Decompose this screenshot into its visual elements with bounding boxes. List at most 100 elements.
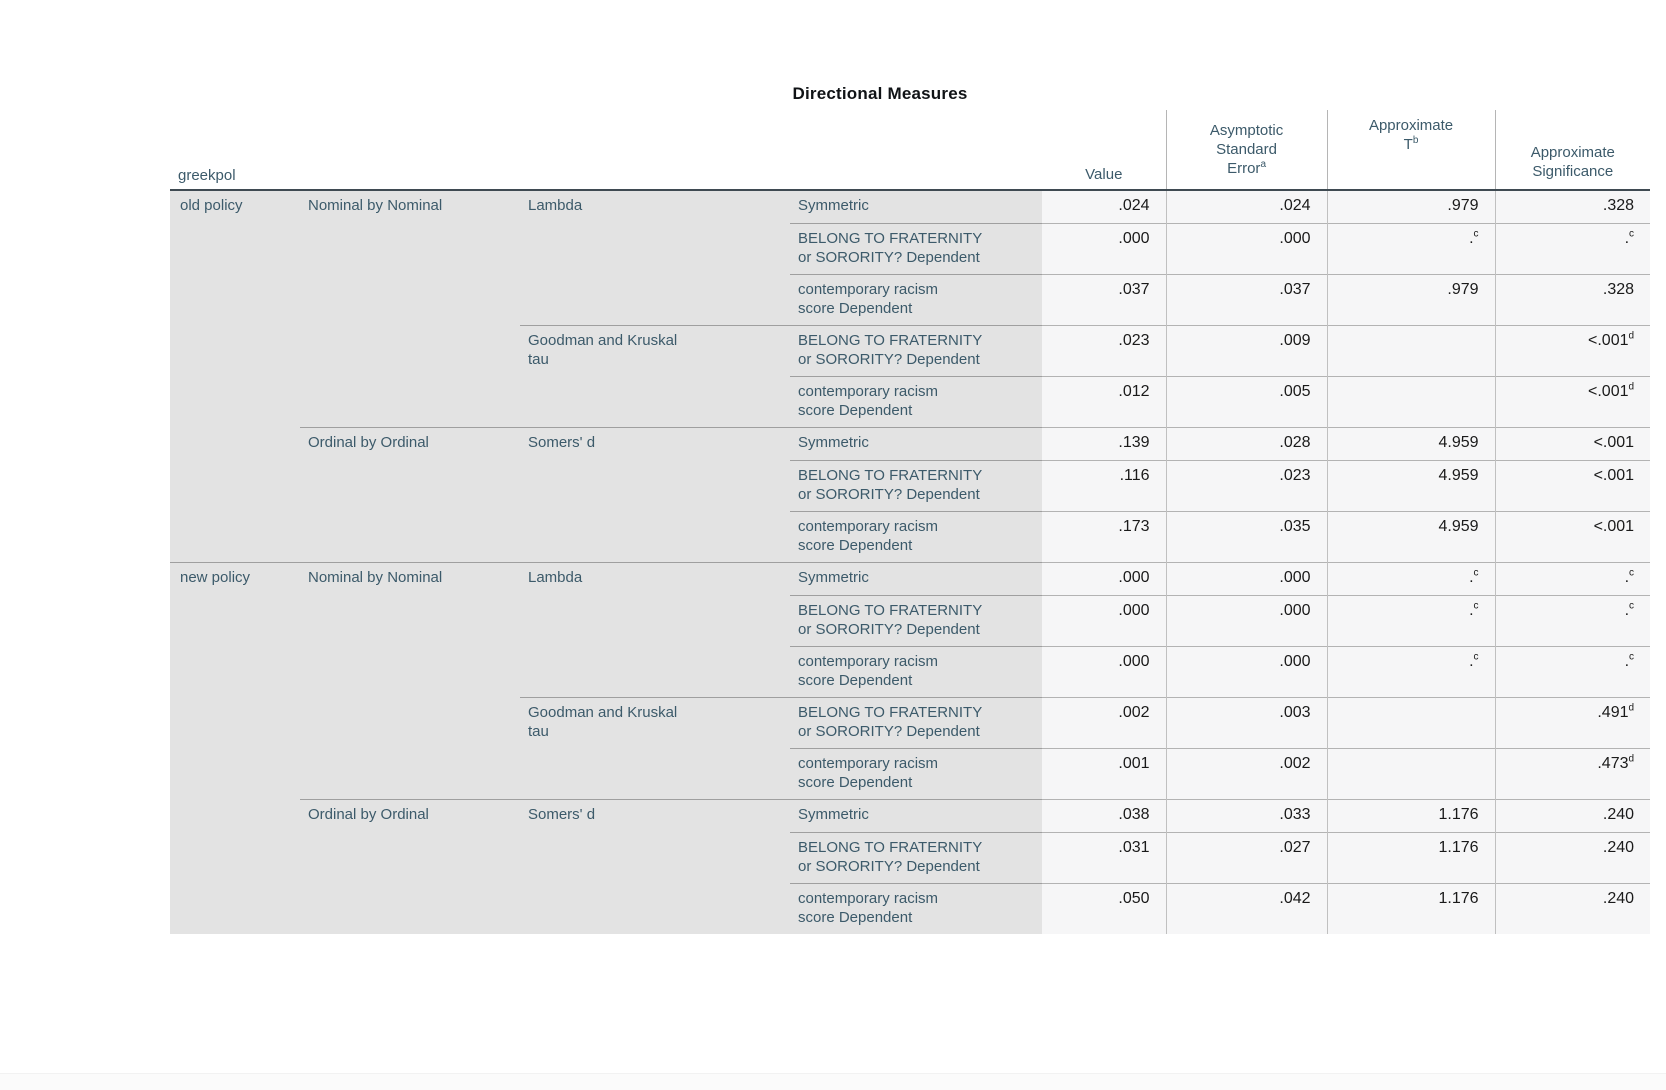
cell-approx-sig: .328 (1494, 273, 1651, 325)
cell-value: .038 (1042, 798, 1167, 832)
header-line: Asymptotic (1209, 122, 1284, 139)
cell-approx-t (1326, 747, 1496, 799)
variant-line: BELONG TO FRATERNITY (798, 838, 983, 856)
variant-line: or SORORITY? Dependent (798, 248, 980, 266)
cell-variant: BELONG TO FRATERNITY or SORORITY? Depende… (790, 459, 1043, 511)
statistic-line: Lambda (528, 197, 583, 214)
cell-ase: .023 (1165, 459, 1328, 511)
variant-line: score Dependent (798, 401, 913, 419)
sig-value: <.001 (1593, 517, 1635, 535)
column-header-value: Value (1042, 110, 1167, 191)
column-header-asymptotic-standard-error: Asymptotic Standard Errora (1165, 110, 1328, 191)
cell-approx-sig: <.001 (1494, 459, 1651, 511)
t-value: 1.176 (1438, 805, 1479, 823)
t-value: 1.176 (1438, 889, 1479, 907)
cell-approx-sig: .473d (1494, 747, 1651, 799)
footnote-marker: c (1629, 567, 1635, 579)
cell-value: .000 (1042, 645, 1167, 697)
cell-ase: .042 (1165, 882, 1328, 934)
cell-approx-sig: .c (1494, 645, 1651, 697)
directional-measures-table[interactable]: greekpol Value Asymptotic Standard Error… (170, 110, 1651, 934)
sig-value: .328 (1602, 280, 1635, 298)
table-row: Goodman and Kruskal tau BELONG TO FRATERN… (170, 696, 1651, 799)
cell-approx-t: 1.176 (1326, 798, 1496, 832)
table-row: BELONG TO FRATERNITY or SORORITY? Depende… (170, 459, 1651, 511)
table-row: BELONG TO FRATERNITY or SORORITY? Depende… (170, 594, 1651, 646)
cell-approx-sig: <.001d (1494, 375, 1651, 427)
cell-group: Ordinal by Ordinal (300, 426, 520, 562)
variant-line: contemporary racism (798, 517, 939, 535)
sig-value: . (1624, 229, 1630, 247)
cell-approx-t: .c (1326, 594, 1496, 646)
cell-policy: new policy (170, 561, 300, 934)
t-value: . (1469, 601, 1474, 619)
t-value: .979 (1447, 197, 1479, 214)
table-row: Ordinal by Ordinal Somers' d Symmetric .… (170, 426, 1651, 562)
cell-ase: .000 (1165, 645, 1328, 697)
cell-approx-t: .c (1326, 645, 1496, 697)
footnote-marker: c (1473, 228, 1479, 240)
header-text: Error (1227, 160, 1261, 177)
cell-approx-t: .c (1326, 561, 1496, 595)
cell-group: Ordinal by Ordinal (300, 798, 520, 934)
cell-variant: Symmetric (790, 798, 1043, 832)
variant-line: contemporary racism (798, 652, 939, 670)
sig-value: . (1624, 601, 1630, 619)
cell-ase: .027 (1165, 831, 1328, 883)
variant-line: or SORORITY? Dependent (798, 485, 980, 503)
cell-variant: BELONG TO FRATERNITY or SORORITY? Depende… (790, 324, 1043, 376)
variant-line: score Dependent (798, 671, 913, 689)
t-value: . (1469, 568, 1474, 586)
t-value: . (1469, 229, 1474, 247)
variant-line: BELONG TO FRATERNITY (798, 466, 983, 484)
cell-ase: .003 (1165, 696, 1328, 748)
cell-ase: .000 (1165, 561, 1328, 595)
header-line: Standard (1216, 141, 1277, 158)
cell-value: .001 (1042, 747, 1167, 799)
cell-approx-t (1326, 375, 1496, 427)
cell-value: .023 (1042, 324, 1167, 376)
cell-approx-sig: <.001 (1494, 510, 1651, 562)
cell-approx-t (1326, 324, 1496, 376)
statistic-line: Somers' d (528, 805, 596, 823)
cell-ase: .000 (1165, 222, 1328, 274)
table-row: contemporary racism score Dependent .012 … (170, 375, 1651, 427)
cell-approx-t: 1.176 (1326, 831, 1496, 883)
variant-line: contemporary racism (798, 382, 939, 400)
variant-line: BELONG TO FRATERNITY (798, 331, 983, 349)
cell-statistic: Somers' d (520, 426, 790, 562)
cell-variant: contemporary racism score Dependent (790, 645, 1043, 697)
table-title: Directional Measures (792, 84, 968, 103)
sig-value: <.001 (1593, 466, 1635, 484)
footnote-marker-a: a (1260, 159, 1266, 170)
cell-value: .037 (1042, 273, 1167, 325)
cell-variant: BELONG TO FRATERNITY or SORORITY? Depende… (790, 594, 1043, 646)
table-row: new policy Nominal by Nominal Lambda Sym… (170, 561, 1651, 934)
sig-value: .240 (1602, 838, 1635, 856)
footnote-marker: c (1629, 228, 1635, 240)
bottom-strip (0, 1073, 1666, 1090)
cell-value: .000 (1042, 594, 1167, 646)
cell-ase: .037 (1165, 273, 1328, 325)
variant-line: contemporary racism (798, 280, 939, 298)
cell-group: Nominal by Nominal (300, 561, 520, 799)
cell-statistic: Lambda (520, 561, 790, 697)
variant-line: BELONG TO FRATERNITY (798, 601, 983, 619)
cell-variant: Symmetric (790, 190, 1043, 223)
cell-approx-t: .979 (1326, 190, 1496, 223)
t-value: 4.959 (1438, 517, 1479, 535)
cell-approx-t: 4.959 (1326, 510, 1496, 562)
header-line: Approximate (1368, 117, 1454, 134)
header-row: greekpol Value Asymptotic Standard Error… (170, 110, 1651, 191)
cell-value: .000 (1042, 561, 1167, 595)
sig-value: .240 (1602, 805, 1635, 823)
table-row: contemporary racism score Dependent .173 … (170, 510, 1651, 562)
cell-variant: contemporary racism score Dependent (790, 747, 1043, 799)
cell-value: .000 (1042, 222, 1167, 274)
table-row: contemporary racism score Dependent .000 … (170, 645, 1651, 697)
sig-value: .473 (1597, 754, 1629, 772)
footnote-marker: d (1628, 702, 1635, 714)
footnote-marker: c (1629, 651, 1635, 663)
sig-value: . (1624, 652, 1630, 670)
